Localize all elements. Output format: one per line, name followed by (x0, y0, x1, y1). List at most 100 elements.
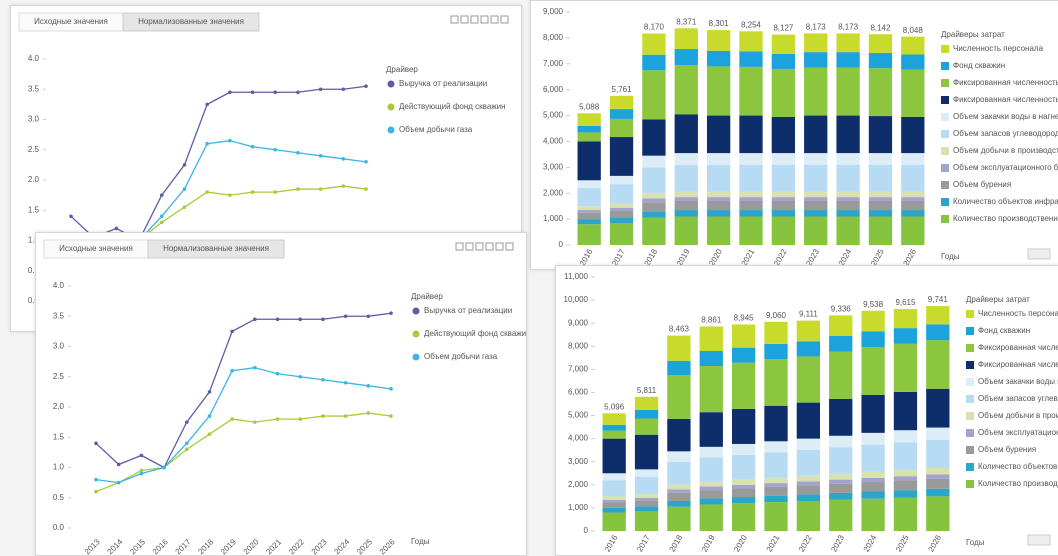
bar-segment (796, 356, 821, 403)
scroll-button[interactable] (1027, 248, 1051, 260)
toolbar-icon[interactable] (465, 242, 474, 251)
total-label: 9,741 (928, 295, 949, 304)
legend-label[interactable]: Объем бурения (953, 180, 1011, 189)
legend-marker[interactable] (412, 330, 420, 338)
legend-label[interactable]: Фонд скважин (978, 326, 1030, 335)
legend-marker[interactable] (412, 307, 420, 315)
legend-label[interactable]: Количество объектов инфраструктуры (978, 462, 1058, 471)
legend-marker[interactable] (966, 310, 974, 318)
legend-label[interactable]: Объем бурения (978, 445, 1036, 454)
bar-segment (861, 498, 885, 531)
toolbar-icon[interactable] (495, 242, 504, 251)
legend-label[interactable]: Объем добычи в производстве (953, 146, 1058, 155)
legend-marker[interactable] (387, 103, 395, 111)
legend-label[interactable]: Объем добычи газа (424, 352, 498, 361)
toolbar-icon[interactable] (460, 15, 469, 24)
legend-marker[interactable] (941, 62, 949, 70)
toolbar-icon[interactable] (475, 242, 484, 251)
bar-segment (901, 191, 925, 198)
bar-segment (804, 210, 828, 217)
legend-label[interactable]: Объем добычи газа (399, 125, 473, 134)
point (343, 414, 348, 418)
bar-segment (836, 216, 860, 245)
total-label: 8,301 (709, 19, 730, 28)
legend-label[interactable]: Количество объектов инфраструктуры (953, 197, 1058, 206)
legend-marker[interactable] (941, 164, 949, 172)
tab-active[interactable] (122, 12, 260, 32)
legend-marker[interactable] (412, 353, 420, 361)
legend-marker[interactable] (941, 147, 949, 155)
total-label: 8,463 (669, 325, 690, 334)
legend-label[interactable]: Объем закачки воды в нагнетательные (978, 377, 1058, 386)
legend-label[interactable]: Количество производственных объектов (953, 214, 1058, 223)
toolbar-icon[interactable] (470, 15, 479, 24)
legend-marker[interactable] (966, 480, 974, 488)
scroll-button[interactable] (1027, 534, 1051, 546)
tab-label[interactable]: Исходные значения (59, 244, 133, 253)
legend-label[interactable]: Объем добычи в производстве (978, 411, 1058, 420)
bar-segment (667, 360, 691, 376)
legend-marker[interactable] (941, 113, 949, 121)
legend-label[interactable]: Объем запасов углеводородов (953, 129, 1058, 138)
legend-marker[interactable] (966, 344, 974, 352)
legend-label[interactable]: Объем закачки воды в нагнетательные (953, 112, 1058, 121)
legend-label[interactable]: Выручка от реализации (399, 79, 487, 88)
tab-active[interactable] (147, 239, 285, 259)
point (116, 480, 121, 485)
legend-label[interactable]: Фиксированная численность (Ofi) (953, 78, 1058, 87)
tab-label[interactable]: Нормализованные значения (138, 17, 244, 26)
legend-marker[interactable] (966, 395, 974, 403)
legend-marker[interactable] (941, 181, 949, 189)
legend-marker[interactable] (941, 96, 949, 104)
legend-label[interactable]: Фиксированная численность (Ofi) (978, 343, 1058, 352)
bar-segment (764, 477, 788, 484)
legend-marker[interactable] (941, 215, 949, 223)
toolbar-icon[interactable] (485, 242, 494, 251)
legend-marker[interactable] (941, 79, 949, 87)
legend-marker[interactable] (966, 446, 974, 454)
bar-segment (861, 491, 885, 499)
bar-segment (829, 473, 853, 480)
x-axis-label: Годы (941, 252, 960, 261)
legend-label[interactable]: Фиксированная численность (978, 360, 1058, 369)
legend-label[interactable]: Объем эксплуатационного бурения (978, 428, 1058, 437)
legend-marker[interactable] (941, 45, 949, 53)
bar-segment (731, 479, 756, 485)
legend-label[interactable]: Действующий фонд скважин (399, 102, 506, 111)
legend-marker[interactable] (966, 429, 974, 437)
tab-label[interactable]: Нормализованные значения (163, 244, 269, 253)
y-tick-label: 2.5 (28, 145, 40, 154)
point (114, 226, 119, 231)
toolbar-icon[interactable] (500, 15, 509, 24)
legend-label[interactable]: Численность персонала (953, 44, 1044, 53)
legend-marker[interactable] (387, 80, 395, 88)
toolbar-icon[interactable] (450, 15, 459, 24)
legend-label[interactable]: Объем эксплуатационного бурения (953, 163, 1058, 172)
legend-marker[interactable] (966, 361, 974, 369)
tab-label[interactable]: Исходные значения (34, 17, 108, 26)
legend-marker[interactable] (941, 198, 949, 206)
bar-segment (602, 502, 626, 508)
legend-label[interactable]: Фиксированная численность (953, 95, 1058, 104)
legend-label[interactable]: Фонд скважин (953, 61, 1005, 70)
toolbar-icon[interactable] (480, 15, 489, 24)
bar-segment (739, 51, 763, 67)
legend-marker[interactable] (387, 126, 395, 134)
legend-label[interactable]: Объем запасов углеводородов (978, 394, 1058, 403)
legend-label[interactable]: Численность персонала (978, 309, 1058, 318)
legend-label[interactable]: Количество производственных объектов (978, 479, 1058, 488)
toolbar-icon[interactable] (455, 242, 464, 251)
y-tick-label: 7,000 (543, 59, 564, 68)
total-label: 8,048 (903, 26, 924, 35)
legend-label[interactable]: Выручка от реализации (424, 306, 512, 315)
toolbar-icon[interactable] (505, 242, 514, 251)
legend-marker[interactable] (941, 130, 949, 138)
toolbar-icon[interactable] (490, 15, 499, 24)
legend-marker[interactable] (966, 412, 974, 420)
legend-marker[interactable] (966, 378, 974, 386)
bar-segment (893, 343, 918, 392)
legend-marker[interactable] (966, 327, 974, 335)
legend-marker[interactable] (966, 463, 974, 471)
bar-segment (634, 418, 659, 435)
legend-label[interactable]: Действующий фонд скважин (424, 329, 526, 338)
